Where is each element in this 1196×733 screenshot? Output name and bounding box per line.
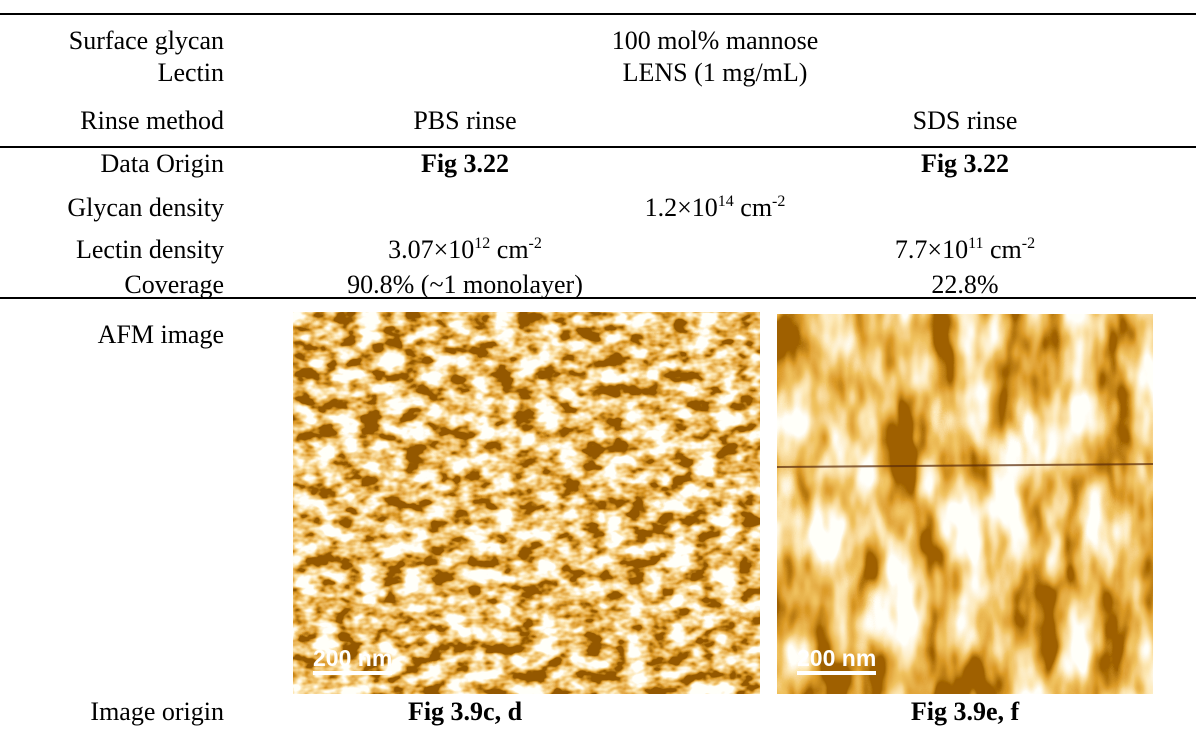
- row-label: Image origin: [90, 697, 224, 726]
- cell: Fig 3.9c, d: [407, 697, 523, 726]
- exponent: 12: [474, 235, 491, 252]
- cell: 100 mol% mannose: [611, 26, 819, 55]
- row-label: Glycan density: [67, 193, 224, 222]
- rule: [0, 146, 1196, 148]
- rule: [0, 297, 1196, 299]
- mantissa: 1.2×10: [644, 193, 718, 222]
- scan-line: [777, 463, 1153, 468]
- exponent: 14: [717, 193, 734, 210]
- row-label: Lectin: [157, 58, 224, 87]
- cell: SDS rinse: [912, 106, 1018, 135]
- cell: 7.7×1011 cm-2: [765, 234, 1165, 266]
- mantissa: 3.07×10: [388, 235, 475, 264]
- mantissa: 7.7×10: [894, 235, 969, 264]
- row-label: Rinse method: [80, 106, 224, 135]
- row-label: Coverage: [124, 270, 224, 299]
- cell: Fig 3.9e, f: [910, 697, 1020, 726]
- cell: 22.8%: [931, 270, 999, 299]
- exponent: 11: [968, 235, 984, 252]
- cell: 90.8% (~1 monolayer): [347, 270, 583, 299]
- row-label: AFM image: [97, 320, 224, 349]
- exponent: -2: [1021, 235, 1036, 252]
- scale-bar: 200 nm: [313, 645, 393, 675]
- unit: cm: [740, 193, 773, 222]
- exponent: -2: [772, 193, 786, 210]
- exponent: -2: [528, 235, 542, 252]
- scale-bar: 200 nm: [797, 645, 877, 675]
- row-label: Data Origin: [100, 149, 224, 178]
- cell: PBS rinse: [413, 106, 517, 135]
- row-label: Surface glycan: [68, 26, 224, 55]
- rule: [0, 13, 1196, 15]
- row-label: Lectin density: [75, 235, 224, 264]
- cell: LENS (1 mg/mL): [622, 58, 808, 87]
- afm-image: [777, 314, 1153, 694]
- afm-image: [293, 312, 760, 694]
- unit: cm: [496, 235, 529, 264]
- cell: 3.07×1012 cm-2: [265, 234, 665, 266]
- afm-texture: [777, 314, 1153, 694]
- cell: 1.2×1014 cm-2: [415, 192, 1015, 224]
- cell: Fig 3.22: [420, 149, 510, 178]
- cell: Fig 3.22: [920, 149, 1010, 178]
- unit: cm: [989, 235, 1022, 264]
- afm-texture: [293, 312, 760, 694]
